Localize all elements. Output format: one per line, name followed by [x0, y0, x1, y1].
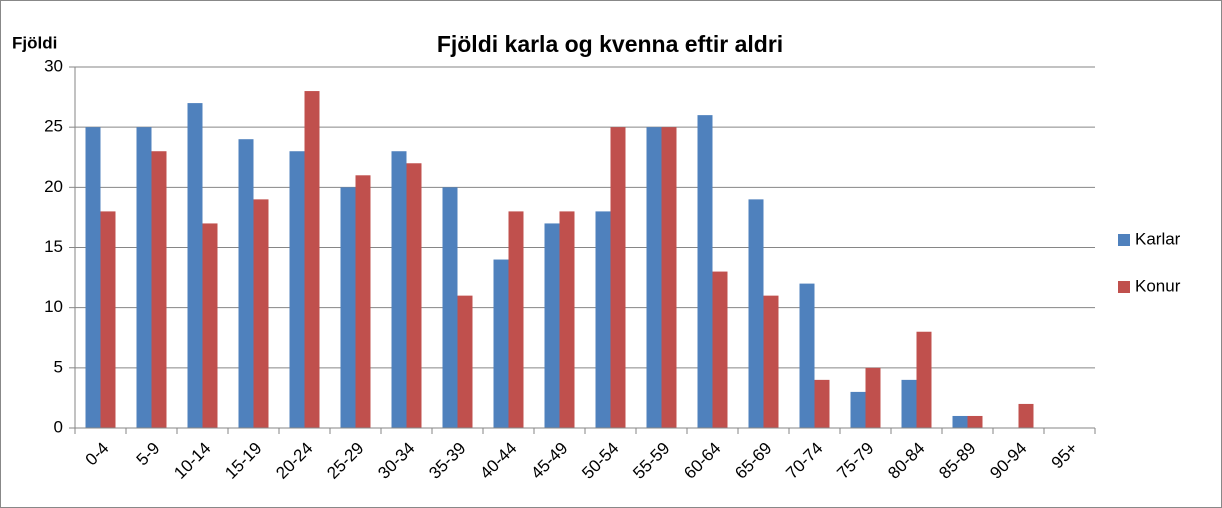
bar [202, 223, 218, 428]
bar [544, 223, 560, 428]
bar [355, 175, 371, 428]
bar [646, 127, 662, 429]
bar [712, 271, 728, 428]
bar [508, 211, 524, 428]
bar [763, 295, 779, 428]
bar [238, 139, 254, 428]
legend-label: Konur [1135, 276, 1181, 295]
bar [289, 151, 305, 428]
bar [865, 367, 881, 428]
bar [799, 283, 815, 428]
bar [457, 295, 473, 428]
bar [610, 127, 626, 429]
bar [136, 127, 152, 429]
bar [340, 187, 356, 428]
y-tick-label: 25 [44, 117, 63, 136]
bar [253, 199, 269, 428]
y-tick-label: 5 [54, 357, 63, 376]
bar [814, 379, 830, 428]
bar [697, 115, 713, 428]
bar [391, 151, 407, 428]
bar [850, 391, 866, 428]
y-tick-label: 0 [54, 417, 63, 436]
y-tick-label: 15 [44, 237, 63, 256]
bar [85, 127, 101, 429]
y-axis-label: Fjöldi [12, 33, 57, 52]
bar [559, 211, 575, 428]
bar [442, 187, 458, 428]
y-tick-label: 20 [44, 177, 63, 196]
bar [151, 151, 167, 428]
legend-swatch [1118, 234, 1130, 246]
bar [952, 415, 968, 428]
bar [595, 211, 611, 428]
bar [748, 199, 764, 428]
bar [187, 103, 203, 428]
bar [661, 127, 677, 429]
bar [901, 379, 917, 428]
y-tick-label: 10 [44, 297, 63, 316]
bar [916, 331, 932, 428]
bar [100, 211, 116, 428]
bar [1018, 403, 1034, 428]
bar [406, 163, 422, 428]
legend-swatch [1118, 281, 1130, 293]
bar [493, 259, 509, 428]
chart-title: Fjöldi karla og kvenna eftir aldri [437, 31, 783, 57]
bar [967, 415, 983, 428]
y-tick-label: 30 [44, 56, 63, 75]
legend-label: Karlar [1135, 229, 1181, 248]
bar [304, 91, 320, 429]
